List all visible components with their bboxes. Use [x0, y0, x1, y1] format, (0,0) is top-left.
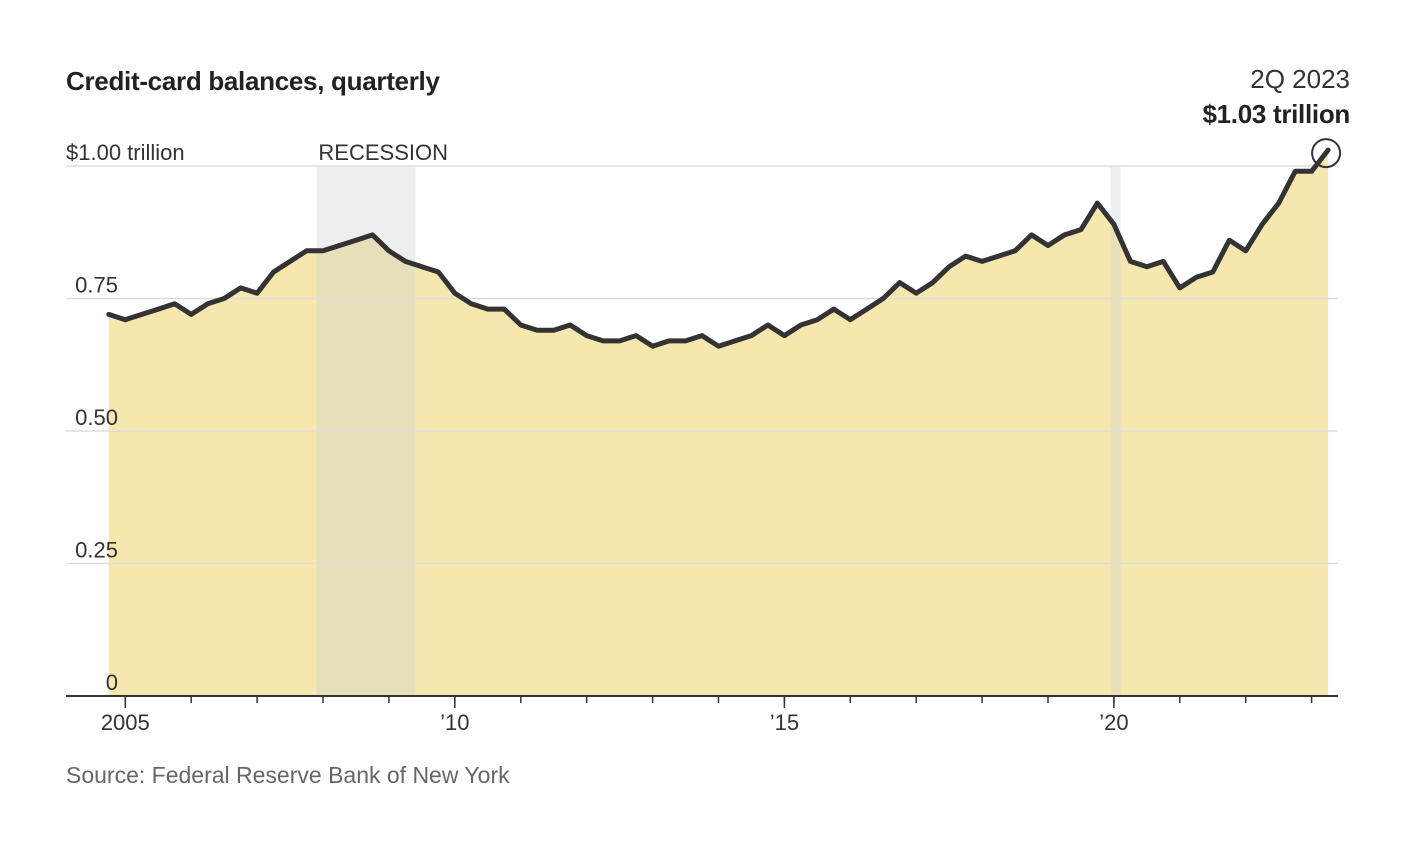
area-fill: [108, 150, 1329, 697]
x-tick-label: 2005: [101, 710, 150, 735]
y-tick-label: $1.00 trillion: [66, 140, 185, 165]
x-tick-label: ’10: [440, 710, 469, 735]
recession-label: RECESSION: [318, 140, 448, 165]
y-tick-label: 0.75: [75, 273, 118, 298]
y-tick-label: 0.25: [75, 538, 118, 563]
callout-value: $1.03 trillion: [1202, 99, 1350, 129]
callout-marker: [1311, 138, 1342, 169]
y-tick-label: 0.50: [75, 405, 118, 430]
source-note: Source: Federal Reserve Bank of New York: [66, 762, 510, 788]
chart-title: Credit-card balances, quarterly: [66, 66, 440, 96]
x-tick-label: ’20: [1099, 710, 1128, 735]
series-line: [106, 147, 1331, 349]
callout-period: 2Q 2023: [1250, 64, 1350, 94]
x-tick-label: ’15: [770, 710, 799, 735]
y-tick-label: 0: [106, 670, 118, 695]
